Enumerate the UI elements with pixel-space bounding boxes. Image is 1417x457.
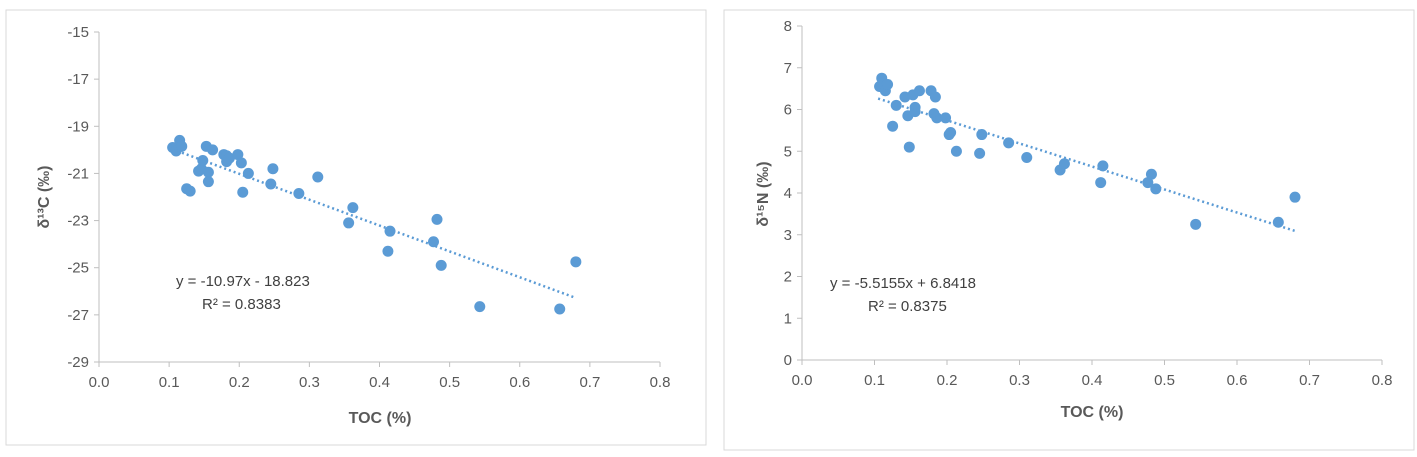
chart-a-data-point: [382, 245, 394, 257]
chart-a-x-tick-label: 0.0: [89, 374, 110, 391]
chart-a-data-point: [554, 303, 566, 315]
chart-b-y-axis-title: δ¹⁵N (‰): [755, 161, 772, 226]
chart-a-frame: [5, 9, 707, 446]
chart-a-data-point: [202, 166, 214, 178]
chart-a-data-point: [570, 256, 582, 268]
chart-b-data-point: [1272, 216, 1284, 228]
chart-a-data-point: [474, 301, 486, 313]
chart-a-data-point: [347, 202, 359, 214]
chart-b-data-point: [903, 141, 915, 153]
chart-b-data-point: [909, 106, 921, 118]
chart-b-data-point: [1190, 218, 1202, 230]
chart-b-x-tick-label: 0.2: [937, 372, 958, 389]
chart-a-x-tick-label: 0.1: [159, 374, 180, 391]
chart-a-data-point: [384, 225, 396, 237]
chart-b-x-tick-label: 0.6: [1227, 372, 1248, 389]
chart-b-y-tick-label: 1: [784, 310, 792, 327]
chart-b-r-squared: R² = 0.8375: [868, 298, 947, 315]
chart-b-x-tick-label: 0.8: [1372, 372, 1393, 389]
chart-b-data-point: [950, 145, 962, 157]
chart-b-x-tick-label: 0.4: [1082, 372, 1103, 389]
chart-b-data-point: [976, 129, 988, 141]
chart-b-x-tick-label: 0.5: [1154, 372, 1175, 389]
chart-a-data-point: [267, 163, 279, 175]
chart-b-data-point: [974, 147, 986, 159]
chart-a-data-point: [197, 154, 209, 166]
chart-b-data-point: [1097, 160, 1109, 172]
chart-a-x-axis-title: TOC (%): [349, 410, 412, 427]
chart-a-y-tick-label: -21: [67, 165, 89, 182]
chart-a-y-tick-label: -29: [67, 354, 89, 371]
chart-b-data-point: [1095, 177, 1107, 189]
chart-b-y-tick-label: 2: [784, 269, 792, 286]
chart-b-y-tick-label: 5: [784, 143, 792, 160]
chart-a-data-point: [202, 176, 214, 188]
chart-b-x-tick-label: 0.7: [1299, 372, 1320, 389]
chart-a-y-tick-label: -17: [67, 71, 89, 88]
chart-b-x-tick-label: 0.0: [792, 372, 813, 389]
chart-a-data-point: [184, 185, 196, 197]
chart-b-data-point: [1021, 152, 1033, 164]
chart-b-y-tick-label: 3: [784, 227, 792, 244]
chart-b-y-tick-label: 6: [784, 102, 792, 119]
chart-a-x-tick-label: 0.2: [229, 374, 250, 391]
chart-a-trendline: [172, 148, 577, 300]
chart-a-y-tick-label: -19: [67, 118, 89, 135]
chart-a-data-point: [435, 259, 447, 271]
chart-b-frame: [723, 9, 1415, 451]
chart-a-r-squared: R² = 0.8383: [202, 296, 281, 313]
chart-a-data-point: [343, 217, 355, 229]
chart-b-y-tick-label: 4: [784, 185, 792, 202]
chart-a-y-tick-label: -25: [67, 260, 89, 277]
chart-a-data-point: [176, 140, 188, 152]
chart-b-data-point: [1003, 137, 1015, 149]
chart-a-data-point: [235, 157, 247, 169]
chart-b-data-point: [887, 120, 899, 132]
chart-a-y-tick-label: -15: [67, 24, 89, 41]
chart-a-data-point: [223, 152, 235, 164]
chart-a-data-point: [312, 171, 324, 183]
chart-a-data-point: [431, 213, 443, 225]
chart-b-x-tick-label: 0.3: [1009, 372, 1030, 389]
chart-a-y-tick-label: -23: [67, 213, 89, 230]
chart-b-data-point: [1289, 191, 1301, 203]
chart-b-data-point: [1058, 158, 1070, 170]
chart-b-data-point: [882, 78, 894, 90]
chart-a-x-tick-label: 0.6: [509, 374, 530, 391]
chart-b-trendline-equation: y = -5.5155x + 6.8418: [830, 275, 976, 292]
chart-b-data-point: [890, 99, 902, 111]
chart-a-y-axis-title: δ¹³C (‰): [36, 165, 53, 228]
chart-b-y-tick-label: 7: [784, 60, 792, 77]
chart-b-data-point: [1150, 183, 1162, 195]
chart-b-data-point: [940, 112, 952, 124]
chart-a-data-point: [293, 187, 305, 199]
chart-a-data-point: [207, 144, 219, 156]
chart-a-y-tick-label: -27: [67, 307, 89, 324]
chart-b-data-point: [1145, 168, 1157, 180]
chart-a-data-point: [237, 186, 249, 198]
chart-b-y-tick-label: 8: [784, 18, 792, 35]
chart-a-data-point: [242, 167, 254, 179]
chart-a-x-tick-label: 0.3: [299, 374, 320, 391]
chart-a-x-tick-label: 0.7: [579, 374, 600, 391]
chart-a-x-tick-label: 0.5: [439, 374, 460, 391]
chart-b-data-point: [913, 85, 925, 97]
chart-b-x-tick-label: 0.1: [864, 372, 885, 389]
chart-b-data-point: [945, 126, 957, 138]
chart-a-data-point: [265, 178, 277, 190]
chart-a-trendline-equation: y = -10.97x - 18.823: [176, 273, 310, 290]
chart-a-x-tick-label: 0.4: [369, 374, 390, 391]
chart-b-x-axis-title: TOC (%): [1061, 404, 1124, 421]
chart-b-data-point: [929, 91, 941, 103]
chart-a-x-tick-label: 0.8: [650, 374, 671, 391]
chart-a-data-point: [232, 149, 244, 161]
chart-b-y-tick-label: 0: [784, 352, 792, 369]
